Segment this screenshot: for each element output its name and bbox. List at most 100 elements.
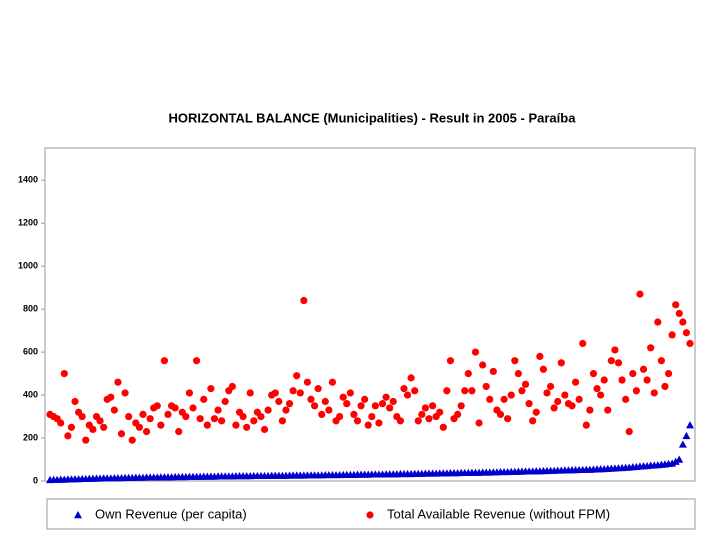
point [529, 417, 537, 425]
point [403, 391, 412, 399]
point [296, 389, 304, 397]
point [368, 412, 376, 421]
point [67, 423, 76, 431]
point [207, 385, 215, 393]
point [504, 415, 512, 423]
plot-area [44, 147, 696, 482]
point [210, 415, 219, 423]
point [328, 378, 337, 386]
point [593, 385, 601, 393]
point [543, 389, 551, 397]
point [278, 417, 287, 425]
point [468, 387, 476, 395]
point [382, 393, 390, 401]
point [500, 395, 508, 403]
point [343, 400, 351, 408]
point [482, 382, 490, 391]
point [625, 427, 633, 436]
point [486, 395, 494, 403]
point [303, 378, 312, 386]
y-tick-label: 1000 [18, 261, 38, 271]
point [550, 404, 558, 412]
point [64, 432, 72, 440]
point [436, 408, 444, 416]
point [285, 400, 294, 408]
point [521, 380, 530, 388]
point [675, 455, 684, 463]
point [175, 427, 183, 436]
point [110, 406, 118, 414]
point [489, 367, 497, 376]
point [579, 339, 587, 348]
point [672, 301, 680, 309]
point [260, 425, 269, 434]
point [350, 410, 358, 418]
point [325, 406, 333, 414]
point [282, 406, 290, 414]
point [386, 404, 394, 412]
point [318, 410, 326, 418]
point [232, 421, 240, 429]
point [418, 410, 426, 418]
legend-label: Own Revenue (per capita) [95, 506, 247, 521]
point [243, 423, 251, 431]
point [203, 421, 211, 429]
point [611, 346, 619, 354]
point [164, 410, 172, 418]
point [228, 382, 236, 391]
legend-marker [366, 511, 374, 519]
point [421, 404, 430, 412]
point [568, 402, 576, 410]
point [160, 357, 169, 365]
y-tick-label: 0 [33, 475, 38, 485]
point [650, 389, 658, 397]
point [264, 406, 272, 414]
point [200, 395, 208, 403]
point [686, 339, 694, 348]
point [618, 376, 626, 384]
point [675, 309, 683, 318]
point [439, 423, 447, 431]
point [339, 393, 347, 401]
point [607, 357, 615, 365]
point [678, 440, 687, 448]
point [511, 357, 519, 365]
point [657, 357, 665, 365]
y-tick-label: 800 [23, 304, 38, 314]
point [171, 404, 179, 412]
point [157, 421, 165, 429]
point [275, 397, 283, 406]
point [575, 395, 583, 403]
point [114, 378, 122, 386]
point [614, 359, 623, 367]
point [661, 382, 669, 391]
point [346, 389, 354, 397]
point [375, 419, 383, 427]
point [471, 348, 480, 356]
point [536, 352, 544, 360]
point [289, 387, 297, 395]
point [271, 389, 279, 397]
point [257, 412, 265, 421]
point [632, 387, 640, 395]
point [357, 402, 365, 410]
point [604, 406, 612, 414]
point [411, 387, 419, 395]
point [389, 397, 397, 406]
y-tick-label: 400 [23, 389, 38, 399]
point [589, 369, 598, 378]
y-tick-label: 200 [23, 432, 38, 442]
point [664, 369, 673, 378]
point [78, 412, 86, 421]
point [371, 402, 379, 410]
point [185, 389, 194, 397]
point [214, 406, 222, 414]
point [686, 421, 694, 429]
point [135, 423, 143, 431]
point [407, 374, 415, 382]
point [121, 389, 129, 397]
point [314, 385, 322, 393]
point [561, 391, 569, 399]
point [300, 296, 308, 305]
point [57, 419, 65, 427]
